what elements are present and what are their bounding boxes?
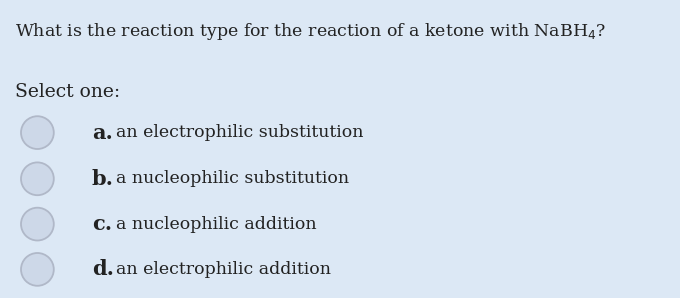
Ellipse shape [21, 162, 54, 195]
Ellipse shape [21, 116, 54, 149]
Text: Select one:: Select one: [15, 83, 120, 101]
Text: an electrophilic addition: an electrophilic addition [105, 261, 331, 278]
Text: a.: a. [92, 122, 113, 143]
Text: b.: b. [92, 169, 114, 189]
Text: c.: c. [92, 214, 112, 234]
Text: a nucleophilic addition: a nucleophilic addition [105, 215, 317, 233]
Text: a nucleophilic substitution: a nucleophilic substitution [105, 170, 350, 187]
Ellipse shape [21, 208, 54, 240]
Ellipse shape [21, 253, 54, 286]
Text: d.: d. [92, 259, 114, 280]
Text: What is the reaction type for the reaction of a ketone with NaBH$_4$?: What is the reaction type for the reacti… [15, 21, 606, 42]
Text: an electrophilic substitution: an electrophilic substitution [105, 124, 364, 141]
